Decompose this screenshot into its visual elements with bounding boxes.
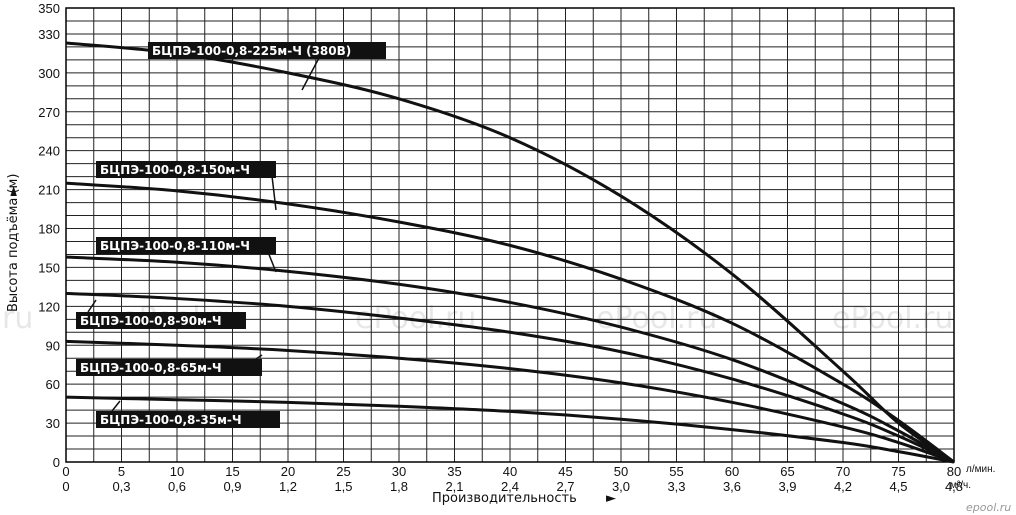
x-axis-arrow: ► (606, 491, 616, 506)
series-line (65, 291, 955, 464)
watermark: ru (2, 301, 33, 336)
series-label-box (96, 237, 276, 254)
x-tick-label-secondary: 2,4 (501, 479, 519, 494)
x-unit-primary: л/мин. (966, 464, 995, 475)
y-tick-label: 240 (38, 144, 60, 159)
x-tick-label-primary: 70 (836, 464, 850, 479)
y-tick-label: 330 (38, 27, 60, 42)
y-tick-label: 90 (46, 338, 60, 353)
series-leader-line (111, 400, 121, 412)
x-tick-label-primary: 0 (62, 464, 69, 479)
x-tick-label-primary: 65 (780, 464, 794, 479)
x-tick-label-primary: 50 (614, 464, 628, 479)
x-tick-label-primary: 25 (336, 464, 350, 479)
series-line (65, 181, 955, 464)
x-tick-label-primary: 55 (669, 464, 683, 479)
x-tick-label-secondary: 3,9 (778, 479, 796, 494)
plot-frame (65, 7, 955, 463)
x-axis-title: Производительность (432, 491, 577, 506)
series-label: БЦПЭ-100-0,8-110м-Ч (100, 239, 250, 253)
series-line (65, 339, 955, 464)
y-tick-label: 0 (53, 455, 60, 470)
series-line (65, 255, 955, 464)
series-label: БЦПЭ-100-0,8-65м-Ч (80, 361, 222, 375)
x-tick-label-primary: 20 (281, 464, 295, 479)
y-tick-label: 60 (46, 377, 60, 392)
series-label: БЦПЭ-100-0,8-35м-Ч (100, 413, 242, 427)
series-line (65, 41, 955, 464)
x-tick-label-primary: 10 (170, 464, 184, 479)
series-leader-line (255, 354, 263, 360)
y-tick-label: 300 (38, 66, 60, 81)
x-tick-label-secondary: 2,1 (445, 479, 463, 494)
series-label-box (96, 161, 276, 178)
series-label-box (76, 312, 246, 329)
x-tick-label-secondary: 0,6 (168, 479, 186, 494)
x-tick-label-primary: 40 (503, 464, 517, 479)
series-label-box (148, 42, 386, 59)
series-label-box (96, 411, 280, 428)
x-tick-label-secondary: 0,9 (223, 479, 241, 494)
curves (65, 41, 955, 464)
y-tick-label: 30 (46, 416, 60, 431)
series-leader-line (301, 55, 321, 91)
y-tick-label: 120 (38, 299, 60, 314)
x-tick-label-primary: 80 (947, 464, 961, 479)
series-line (65, 395, 955, 464)
series-leader-line (271, 175, 277, 211)
x-tick-label-secondary: 2,7 (556, 479, 574, 494)
x-unit-secondary: м³/ч. (950, 480, 971, 491)
x-tick-label-secondary: 4,2 (834, 479, 852, 494)
x-tick-label-secondary: 4,5 (889, 479, 907, 494)
x-tick-label-secondary: 1,5 (334, 479, 352, 494)
y-tick-label: 150 (38, 260, 60, 275)
y-axis-arrow: ► (6, 186, 21, 196)
series-label: БЦПЭ-100-0,8-90м-Ч (80, 314, 222, 328)
series-labels: БЦПЭ-100-0,8-225м-Ч (380В) БЦПЭ-100-0,8-1… (76, 42, 386, 428)
x-tick-label-primary: 15 (225, 464, 239, 479)
x-tick-label-primary: 30 (392, 464, 406, 479)
x-tick-label-secondary: 0,3 (112, 479, 130, 494)
x-tick-label-secondary: 3,0 (612, 479, 630, 494)
x-tick-label-primary: 35 (447, 464, 461, 479)
series-label: БЦПЭ-100-0,8-225м-Ч (380В) (152, 44, 351, 58)
series-label: БЦПЭ-100-0,8-150м-Ч (100, 163, 250, 177)
x-tick-label-secondary: 0 (62, 479, 69, 494)
x-tick-label-secondary: 3,3 (667, 479, 685, 494)
x-tick-label-secondary: 1,8 (390, 479, 408, 494)
x-tick-label-secondary: 4,8 (945, 479, 963, 494)
y-tick-label: 180 (38, 222, 60, 237)
y-axis-title: Высота подъёма (м) (6, 174, 21, 312)
x-tick-label-primary: 5 (118, 464, 125, 479)
y-tick-label: 270 (38, 105, 60, 120)
series-leader-line (267, 251, 277, 273)
axes (65, 7, 955, 463)
x-tick-label-secondary: 1,2 (279, 479, 297, 494)
y-tick-label: 350 (38, 1, 60, 16)
series-leader-line (87, 299, 97, 313)
x-tick-label-primary: 75 (891, 464, 905, 479)
footer-logo: epool.ru (966, 501, 1011, 514)
x-tick-label-primary: 60 (725, 464, 739, 479)
x-tick-label-secondary: 3,6 (723, 479, 741, 494)
series-label-box (76, 359, 262, 376)
y-tick-label: 210 (38, 183, 60, 198)
x-tick-label-primary: 45 (558, 464, 572, 479)
